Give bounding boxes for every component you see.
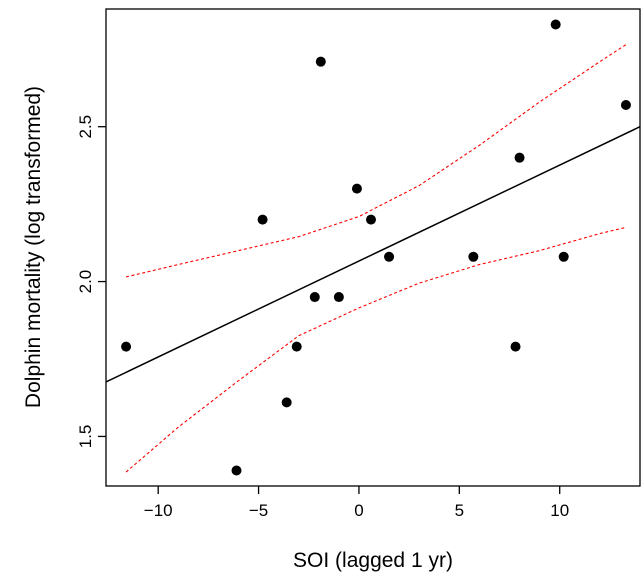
- regression-line: [106, 126, 640, 383]
- y-tick-label: 2.0: [76, 270, 95, 294]
- data-point: [468, 251, 479, 262]
- data-point: [351, 183, 362, 194]
- x-tick-label: −5: [249, 501, 268, 520]
- x-tick-label: 5: [455, 501, 464, 520]
- confidence-upper: [125, 44, 627, 278]
- plot-frame: [105, 8, 641, 487]
- data-point: [333, 292, 344, 303]
- data-point: [365, 214, 376, 225]
- data-point: [384, 251, 395, 262]
- confidence-lower: [125, 226, 627, 473]
- x-tick-label: −10: [144, 501, 173, 520]
- plot-area: [106, 19, 640, 476]
- y-axis-title: Dolphin mortality (log transformed): [22, 86, 45, 408]
- data-point: [291, 341, 302, 352]
- data-point: [257, 214, 268, 225]
- y-tick-label: 1.5: [76, 425, 95, 449]
- data-point: [121, 341, 132, 352]
- x-tick-label: 10: [550, 501, 569, 520]
- data-point: [510, 341, 521, 352]
- data-point: [620, 100, 631, 111]
- x-axis-title: SOI (lagged 1 yr): [293, 549, 453, 572]
- data-point: [315, 56, 326, 67]
- data-point: [231, 465, 242, 476]
- data-point: [558, 251, 569, 262]
- data-point: [281, 397, 292, 408]
- axes: −10 −5 0 5 10 1.5 2.0 2.5: [76, 115, 569, 520]
- y-tick-label: 2.5: [76, 115, 95, 139]
- data-point: [550, 19, 561, 30]
- x-tick-label: 0: [354, 501, 363, 520]
- data-point: [309, 292, 320, 303]
- data-point: [514, 152, 525, 163]
